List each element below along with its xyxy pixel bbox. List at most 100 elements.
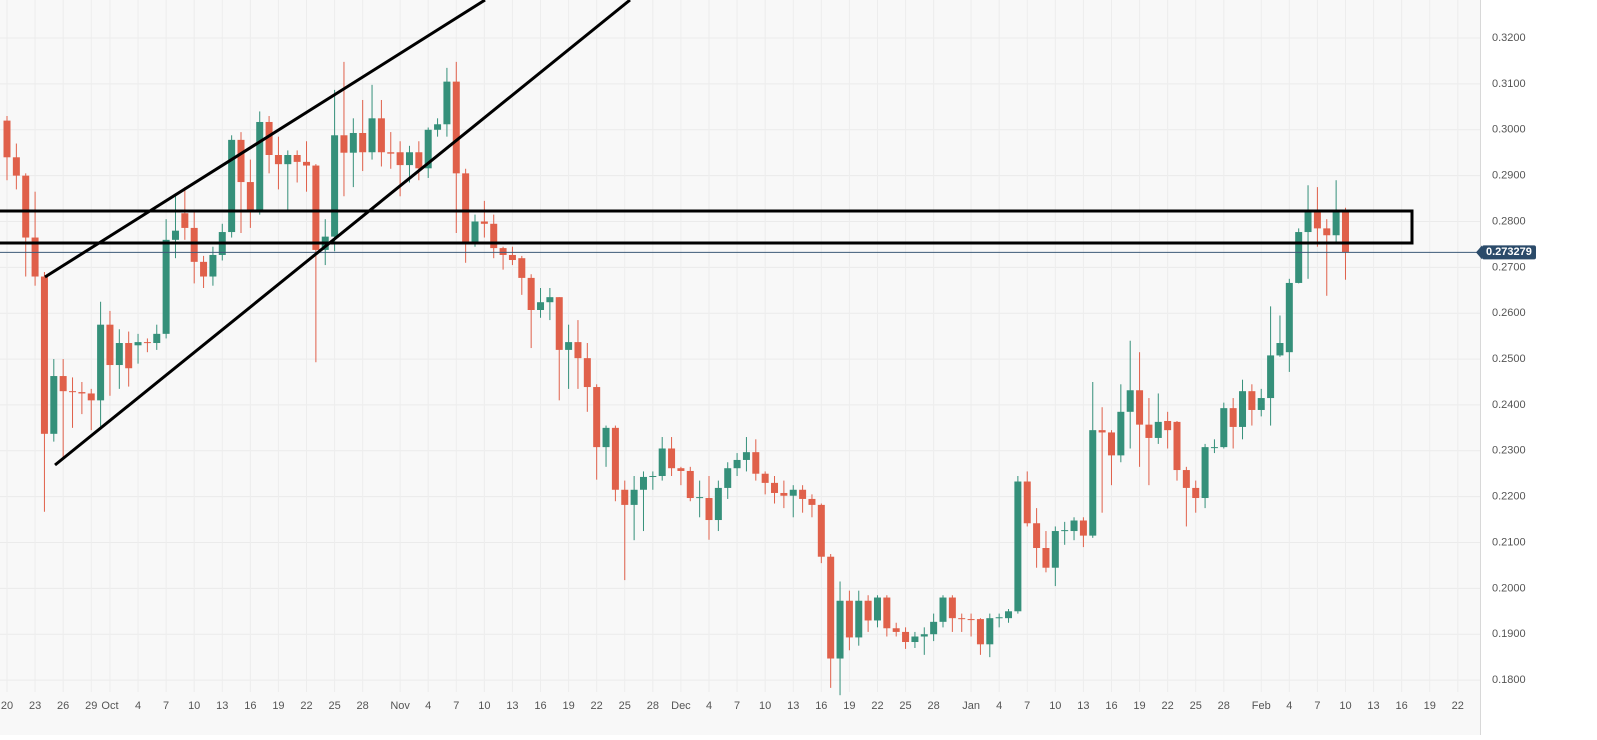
candle-body <box>359 132 367 153</box>
x-tick-label: 13 <box>1077 700 1089 712</box>
candle-body <box>583 358 591 388</box>
candle-body <box>424 129 432 169</box>
candle-body <box>817 504 825 557</box>
candle-body <box>1089 430 1097 536</box>
candle-body <box>836 600 844 659</box>
x-tick-label: 4 <box>425 700 431 712</box>
candle-body <box>97 324 105 401</box>
candle-body <box>508 254 516 261</box>
x-tick-label: 10 <box>188 700 200 712</box>
candle-body <box>780 492 788 496</box>
candle-body <box>602 427 610 448</box>
x-tick-label: 22 <box>1162 700 1174 712</box>
candle-body <box>303 161 311 166</box>
x-tick-label: 25 <box>328 700 340 712</box>
candle-body <box>686 470 694 499</box>
x-tick-label: Nov <box>390 700 410 712</box>
candle-body <box>883 597 891 629</box>
candle-body <box>377 118 385 153</box>
x-tick-label: 28 <box>647 700 659 712</box>
candle-body <box>143 342 151 344</box>
candle-body <box>50 376 58 434</box>
candle-body <box>855 600 863 638</box>
x-tick-label: 10 <box>759 700 771 712</box>
candle-body <box>911 636 919 643</box>
x-tick-label: Jan <box>962 700 980 712</box>
candle-body <box>1136 390 1144 425</box>
candle-body <box>1313 210 1321 229</box>
candle-body <box>976 619 984 645</box>
candle-body <box>1229 408 1237 427</box>
candle-body <box>967 619 975 621</box>
candle-body <box>892 628 900 632</box>
grid <box>0 0 1480 692</box>
candle-body <box>1257 398 1265 410</box>
x-tick-label: 13 <box>216 700 228 712</box>
x-tick-label: 20 <box>1 700 13 712</box>
candle-body <box>668 448 676 469</box>
x-tick-label: 10 <box>478 700 490 712</box>
x-axis-area <box>0 692 1480 735</box>
y-tick-label: 0.1800 <box>1492 674 1526 686</box>
x-tick-label: 26 <box>57 700 69 712</box>
candle-body <box>733 459 741 469</box>
candle-body <box>387 152 395 154</box>
candle-body <box>134 342 142 346</box>
candle-body <box>1304 210 1312 233</box>
candle-body <box>1145 424 1153 438</box>
x-tick-label: 22 <box>591 700 603 712</box>
candle-body <box>78 392 86 394</box>
x-tick-label: 16 <box>1105 700 1117 712</box>
candle-body <box>340 135 348 153</box>
x-tick-label: 29 <box>85 700 97 712</box>
y-tick-label: 0.2900 <box>1492 170 1526 182</box>
x-tick-label: 13 <box>506 700 518 712</box>
y-tick-label: 0.2200 <box>1492 491 1526 503</box>
candle-body <box>546 297 554 303</box>
x-tick-label: 19 <box>1133 700 1145 712</box>
candle-body <box>639 476 647 490</box>
candle-body <box>22 175 30 238</box>
candle-body <box>1267 355 1275 399</box>
candle-body <box>293 155 301 162</box>
candle-body <box>1107 432 1115 456</box>
x-tick-label: 28 <box>1218 700 1230 712</box>
candle-body <box>162 239 170 334</box>
candle-body <box>611 427 619 490</box>
x-tick-label: 16 <box>534 700 546 712</box>
y-tick-label: 0.3200 <box>1492 32 1526 44</box>
candle-body <box>490 223 498 249</box>
candle-body <box>789 489 797 496</box>
candle-body <box>274 155 282 165</box>
y-tick-label: 0.2500 <box>1492 353 1526 365</box>
candle-body <box>518 258 526 278</box>
candle-body <box>209 254 217 277</box>
x-tick-label: 19 <box>562 700 574 712</box>
candle-body <box>995 617 1003 619</box>
candle-body <box>920 634 928 637</box>
candle-body <box>958 618 966 620</box>
candle-body <box>771 482 779 493</box>
candle-body <box>649 476 657 478</box>
candle-body <box>115 343 123 366</box>
x-tick-label: 19 <box>272 700 284 712</box>
x-tick-label: 13 <box>1367 700 1379 712</box>
x-tick-label: 19 <box>843 700 855 712</box>
candle-body <box>1285 282 1293 353</box>
candle-body <box>396 152 404 166</box>
candle-body <box>1295 232 1303 283</box>
candle-body <box>471 221 479 244</box>
x-tick-label: 16 <box>1396 700 1408 712</box>
candle-body <box>1098 430 1106 433</box>
candle-body <box>939 597 947 622</box>
candle-body <box>658 448 666 477</box>
candle-body <box>1051 531 1059 568</box>
candle-body <box>1323 228 1331 236</box>
y-tick-label: 0.2300 <box>1492 445 1526 457</box>
candle-body <box>574 342 582 359</box>
x-tick-label: 28 <box>928 700 940 712</box>
candle-body <box>1248 391 1256 410</box>
candle-body <box>1079 520 1087 536</box>
candle-body <box>724 468 732 488</box>
candle-body <box>434 124 442 130</box>
